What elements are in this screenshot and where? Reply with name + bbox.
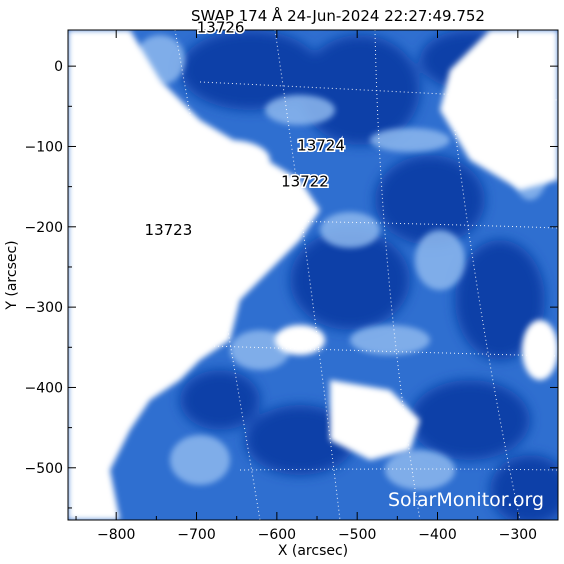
image-title: SWAP 174 Å 24-Jun-2024 22:27:49.752 bbox=[191, 6, 485, 25]
y-tick-label: −400 bbox=[25, 380, 63, 396]
active-region-label: 13722 bbox=[281, 173, 329, 191]
x-tick-label: −600 bbox=[258, 527, 296, 543]
solar-euv-image bbox=[68, 30, 558, 520]
x-axis: −800 −700 −600 −500 −400 −300 bbox=[75, 30, 559, 543]
heliographic-grid bbox=[174, 30, 558, 520]
x-axis-label: X (arcsec) bbox=[278, 543, 348, 559]
plot-frame bbox=[67, 29, 559, 521]
y-tick-label: −200 bbox=[25, 220, 63, 236]
y-tick-label: −300 bbox=[25, 300, 63, 316]
saturated-active-regions bbox=[68, 30, 558, 520]
active-region-label: 13726 bbox=[197, 18, 245, 36]
x-tick-label: −400 bbox=[418, 527, 456, 543]
x-tick-label: −700 bbox=[177, 527, 215, 543]
active-region-labels: 13726 13724 13722 13723 bbox=[143, 17, 346, 240]
x-tick-label: −500 bbox=[338, 527, 376, 543]
x-tick-label: −300 bbox=[499, 527, 537, 543]
dark-coronal-regions bbox=[180, 30, 558, 520]
y-axis-label: Y (arcsec) bbox=[4, 240, 20, 310]
watermark: SolarMonitor.org bbox=[388, 489, 544, 511]
y-tick-label: −500 bbox=[25, 461, 63, 477]
active-region-label: 13723 bbox=[145, 221, 193, 239]
y-tick-label: −100 bbox=[25, 139, 63, 155]
x-tick-label: −800 bbox=[97, 527, 135, 543]
y-axis: 0 −100 −200 −300 −400 −500 bbox=[25, 59, 558, 509]
y-tick-label: 0 bbox=[54, 59, 63, 75]
active-region-label: 13724 bbox=[297, 136, 345, 154]
